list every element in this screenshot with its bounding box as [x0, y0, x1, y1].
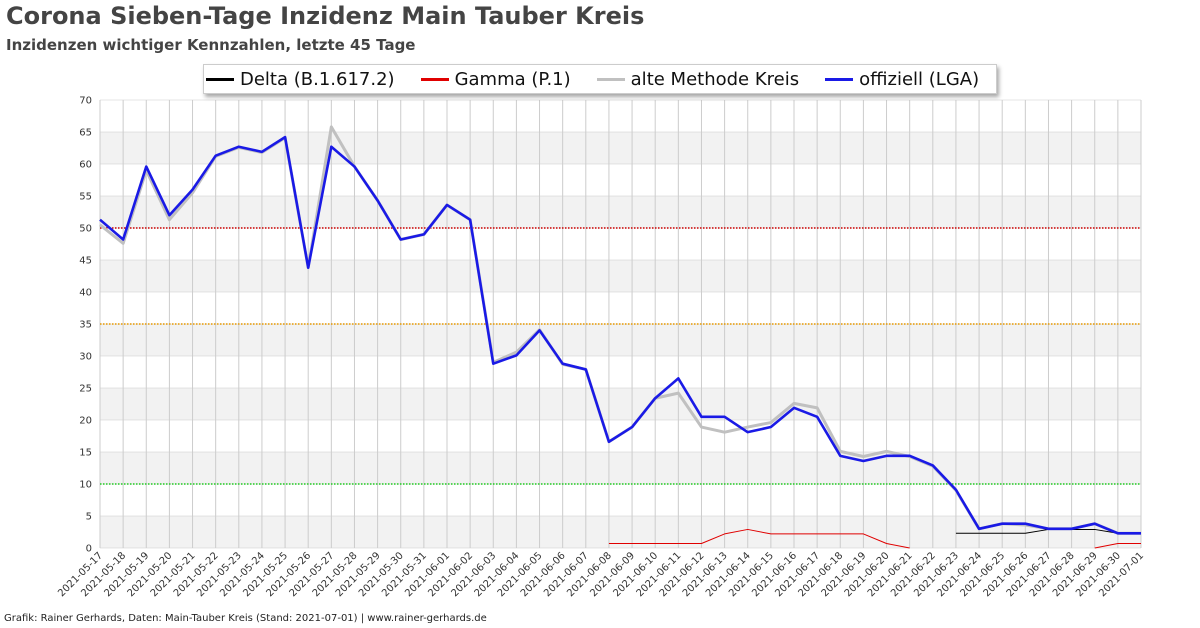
legend-swatch-delta	[206, 77, 234, 81]
y-tick-label: 40	[79, 288, 92, 299]
legend-item-alt: alte Methode Kreis	[596, 68, 800, 90]
y-tick-label: 55	[79, 192, 92, 203]
legend-item-gamma: Gamma (P.1)	[420, 68, 571, 90]
chart-subtitle: Inzidenzen wichtiger Kennzahlen, letzte …	[6, 36, 416, 54]
legend-label-gamma: Gamma (P.1)	[454, 68, 571, 90]
legend-swatch-alt	[596, 77, 625, 81]
chart-title: Corona Sieben-Tage Inzidenz Main Tauber …	[6, 2, 645, 30]
chart-legend: Delta (B.1.617.2) Gamma (P.1) alte Metho…	[203, 64, 997, 94]
legend-item-delta: Delta (B.1.617.2)	[206, 69, 395, 90]
legend-swatch-gamma	[420, 77, 449, 81]
grid-band	[100, 260, 1141, 292]
legend-item-official: offiziell (LGA)	[825, 69, 979, 90]
grid-band	[100, 324, 1141, 356]
y-tick-label: 65	[79, 128, 92, 139]
y-tick-label: 10	[79, 480, 92, 491]
y-tick-label: 20	[79, 416, 92, 427]
y-tick-label: 5	[86, 512, 92, 523]
y-tick-label: 15	[79, 448, 92, 459]
legend-label-official: offiziell (LGA)	[859, 68, 980, 90]
legend-label-alt: alte Methode Kreis	[630, 68, 800, 90]
legend-swatch-official	[825, 77, 854, 81]
y-tick-label: 35	[79, 320, 92, 331]
grid-band	[100, 196, 1141, 228]
y-tick-label: 60	[79, 160, 92, 171]
chart-footer: Grafik: Rainer Gerhards, Daten: Main-Tau…	[4, 613, 487, 624]
y-tick-label: 45	[79, 256, 92, 267]
series-line-gamma	[608, 528, 1141, 549]
grid-band	[100, 452, 1141, 484]
legend-label-delta: Delta (B.1.617.2)	[240, 68, 395, 90]
y-tick-label: 50	[79, 224, 92, 235]
grid-band	[100, 516, 1141, 548]
y-tick-label: 30	[79, 352, 92, 363]
y-tick-label: 25	[79, 384, 92, 395]
grid-band	[100, 388, 1141, 420]
series-line-official	[99, 135, 1141, 535]
y-tick-label: 70	[79, 96, 92, 107]
y-tick-label: 0	[86, 544, 92, 555]
grid-band	[100, 132, 1141, 164]
